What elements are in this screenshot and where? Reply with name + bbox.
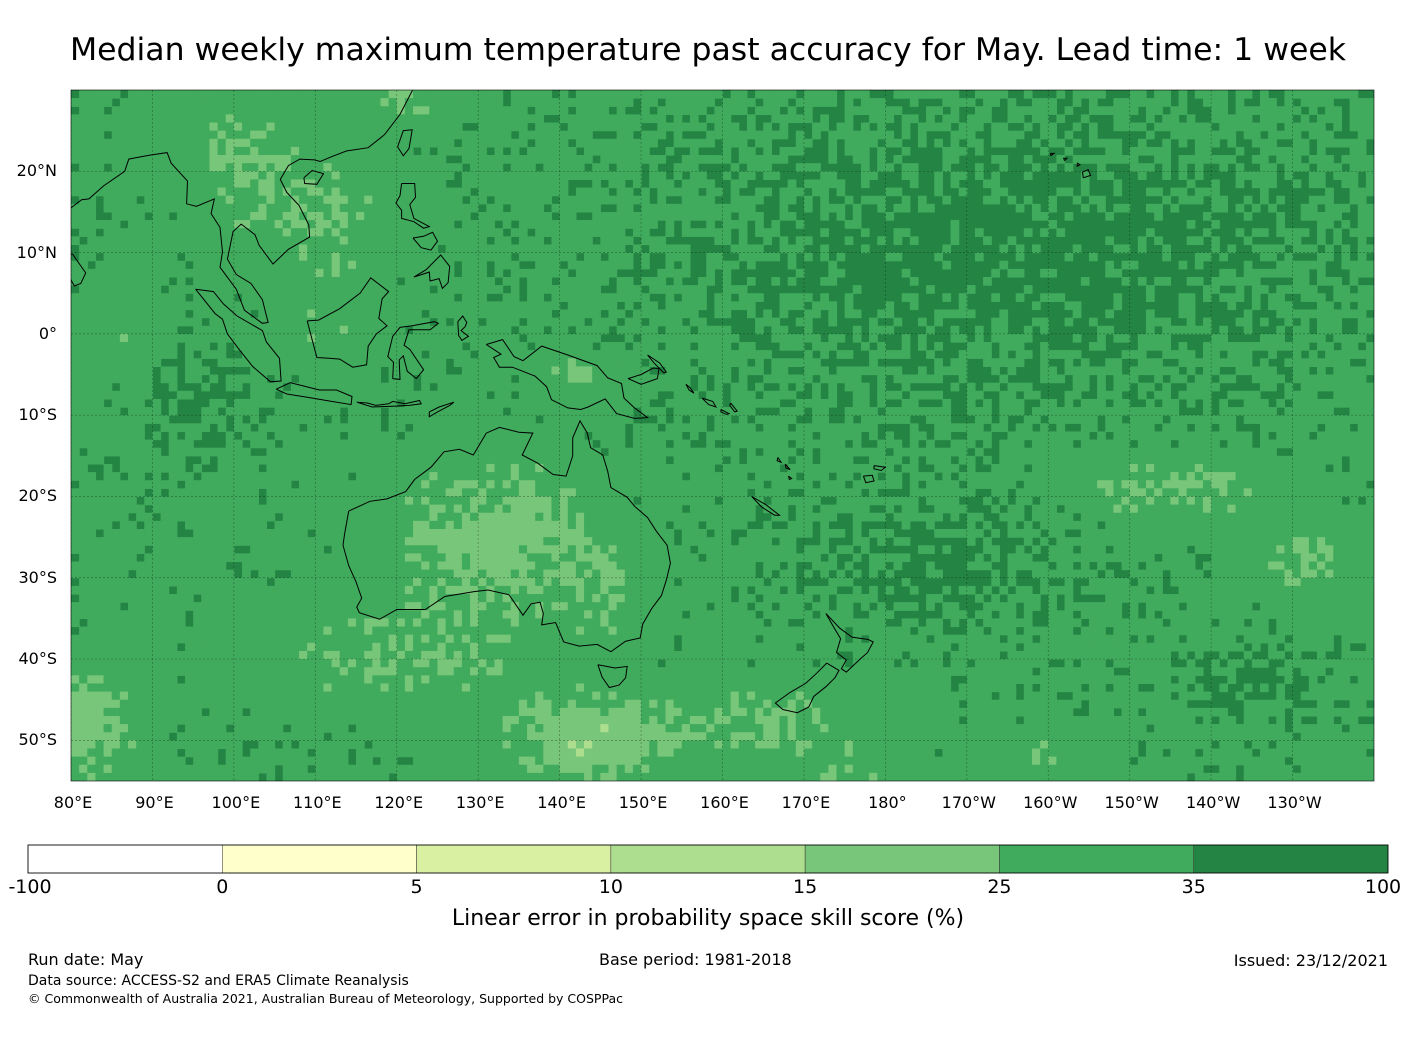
coastline <box>647 354 668 374</box>
colorbar-segment <box>416 844 612 874</box>
coastline <box>776 457 783 464</box>
coastline <box>413 254 451 290</box>
coastline <box>306 277 390 368</box>
colorbar-segment <box>804 844 1000 874</box>
longitude-label: 120°E <box>374 793 424 812</box>
latitude-label: 20°S <box>18 486 57 506</box>
colorbar-tick-label: 15 <box>793 876 818 898</box>
longitude-label: 140°W <box>1185 793 1241 812</box>
colorbar-segment <box>222 844 417 874</box>
longitude-label: 160°W <box>1023 793 1078 812</box>
colorbar-label: Linear error in probability space skill … <box>451 906 965 931</box>
coastline <box>395 183 431 229</box>
longitude-label: 140°E <box>537 793 586 812</box>
colorbar-tick-label: 100 <box>1364 876 1402 898</box>
colorbar-tick-label: 35 <box>1181 876 1206 898</box>
colorbar <box>27 844 1389 874</box>
colorbar-segment <box>1193 844 1389 874</box>
coastline <box>685 383 695 394</box>
coastline <box>71 90 413 324</box>
latitude-label: 20°N <box>16 161 57 181</box>
longitude-label: 110°E <box>292 793 342 812</box>
coastline <box>1076 162 1081 167</box>
coastline <box>729 402 739 413</box>
coastline <box>1081 169 1092 179</box>
coastline <box>275 382 353 406</box>
longitude-label: 150°W <box>1104 793 1159 812</box>
colorbar-tick-label: 0 <box>216 876 229 898</box>
coastline <box>71 253 87 287</box>
colorbar-tick-label: 5 <box>410 876 423 898</box>
colorbar-tick-label: 25 <box>987 876 1012 898</box>
base-period: Base period: 1981-2018 <box>599 950 792 969</box>
longitude-label: 170°E <box>781 793 831 812</box>
coastline <box>751 496 781 516</box>
coastline <box>412 231 439 251</box>
coastline <box>1063 157 1069 162</box>
copyright: © Commonwealth of Australia 2021, Austra… <box>28 991 623 1006</box>
colorbar-tick-label: -100 <box>8 876 52 898</box>
latitude-label: 40°S <box>18 649 57 669</box>
coastline <box>825 613 874 673</box>
coastlines <box>71 58 1092 714</box>
coastline <box>720 409 731 415</box>
coastline <box>457 315 470 342</box>
coastline <box>475 58 494 79</box>
coastline <box>428 401 455 418</box>
coastline <box>397 129 413 157</box>
longitude-label: 100°E <box>211 793 261 812</box>
colorbar-segment <box>610 844 806 874</box>
coastline <box>597 664 628 689</box>
longitude-label: 170°W <box>941 793 996 812</box>
coastline <box>627 367 660 385</box>
latitude-label: 30°S <box>18 567 57 587</box>
latitude-label: 10°N <box>16 242 57 262</box>
longitude-label: 90°E <box>135 793 174 812</box>
longitude-label: 180° <box>868 793 907 812</box>
issued-date: Issued: 23/12/2021 <box>1233 951 1388 970</box>
coastline <box>303 169 325 185</box>
latitude-label: 50°S <box>18 730 57 750</box>
coastline <box>195 288 282 383</box>
latitude-label: 10°S <box>18 405 57 425</box>
colorbar-tick-label: 10 <box>598 876 623 898</box>
colorbar-segment <box>999 844 1194 874</box>
longitude-label: 130°E <box>455 793 505 812</box>
coastline <box>788 475 793 481</box>
longitude-label: 80°E <box>53 793 93 812</box>
graticule <box>71 90 1374 781</box>
coastline <box>342 419 671 653</box>
latitude-label: 0° <box>38 323 57 343</box>
coastline <box>486 339 650 419</box>
map-frame <box>70 89 1375 782</box>
longitude-label: 160°E <box>700 793 749 812</box>
colorbar-segment <box>27 844 223 874</box>
coastline <box>701 397 718 408</box>
coastline <box>774 662 840 714</box>
colorbar-outline <box>27 844 1389 874</box>
coastline <box>387 321 440 380</box>
map-title: Median weekly maximum temperature past a… <box>70 32 1346 68</box>
coastline <box>873 465 887 472</box>
data-source: Data source: ACCESS-S2 and ERA5 Climate … <box>28 973 409 989</box>
coastline <box>356 399 422 408</box>
coastline <box>862 474 875 484</box>
longitude-label: 150°E <box>618 793 668 812</box>
coastline <box>1050 152 1056 157</box>
run-date: Run date: May <box>28 950 144 969</box>
coastline <box>784 463 791 471</box>
longitude-label: 130°W <box>1267 793 1322 812</box>
